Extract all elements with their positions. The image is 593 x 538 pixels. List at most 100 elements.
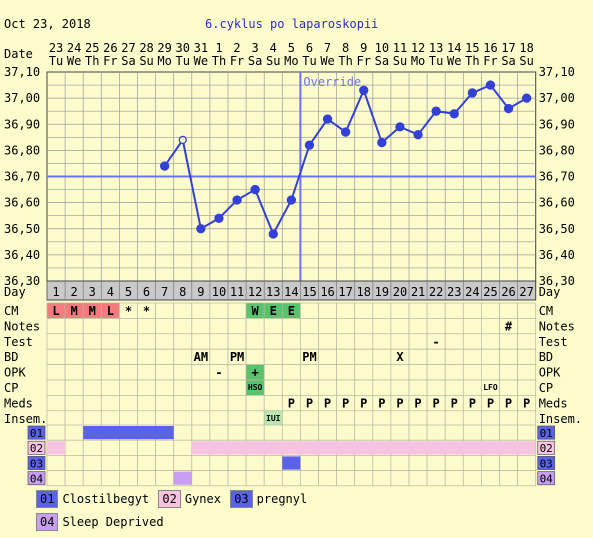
- date-label: 2: [233, 41, 240, 55]
- y-tick-right: 36,30: [539, 274, 575, 288]
- row-cell-test: [318, 333, 337, 350]
- row-cell-meds: [263, 395, 283, 412]
- med-cell: [227, 470, 247, 487]
- med-cell: [408, 470, 428, 487]
- date-label: 29: [157, 41, 171, 55]
- med-cell: [119, 455, 138, 471]
- row-cell-test: [408, 333, 428, 350]
- row-cell-cp: [300, 379, 319, 396]
- date-label: 18: [519, 41, 533, 55]
- row-cell-opk: [137, 364, 156, 381]
- med-cell: [517, 455, 537, 471]
- med-cell: [191, 424, 211, 441]
- row-cell-insem: [281, 410, 301, 427]
- date-label: 24: [67, 41, 81, 55]
- y-tick-left: 37,10: [4, 65, 40, 79]
- med-cell: [499, 470, 518, 487]
- row-cell-test: [155, 333, 175, 350]
- med-cell: [444, 455, 464, 471]
- med-code-label-right: 02: [540, 442, 553, 455]
- row-cell-opk: [263, 364, 283, 381]
- y-tick-right: 36,60: [539, 196, 575, 210]
- row-cell-notes: [372, 318, 392, 335]
- weekday-label: Th: [85, 54, 99, 68]
- weekday-label: Tu: [49, 54, 63, 68]
- row-value-meds: P: [342, 396, 349, 410]
- med-cell: [444, 470, 464, 487]
- y-tick-right: 36,40: [539, 248, 575, 262]
- med-cell: [499, 455, 518, 471]
- row-value-bd: AM: [194, 350, 208, 364]
- row-cell-notes: [46, 318, 66, 335]
- med-code-badge: [27, 440, 46, 455]
- row-cell-cp: [46, 379, 66, 396]
- row-label-right-insem: Insem.: [539, 412, 582, 426]
- med-cell: [372, 424, 392, 441]
- row-cell-insem: [372, 410, 392, 427]
- day-number: 5: [125, 285, 132, 299]
- y-tick-right: 37,10: [539, 65, 575, 79]
- row-cell-test: [46, 333, 66, 350]
- row-cell-insem: [300, 410, 319, 427]
- row-value-opk: +: [252, 366, 259, 380]
- row-cell-notes: [119, 318, 138, 335]
- med-cell: [82, 455, 102, 471]
- weekday-label: Mo: [157, 54, 171, 68]
- med-code-badge: [27, 425, 46, 440]
- legend-code-01: 01: [36, 490, 59, 508]
- row-cell-cm: [318, 302, 337, 319]
- date-label: 30: [176, 41, 190, 55]
- row-cell-notes: [173, 318, 193, 335]
- med-cell: [354, 470, 374, 487]
- y-tick-right: 36,80: [539, 143, 575, 157]
- temperature-point: [340, 127, 351, 137]
- row-value-meds: P: [396, 396, 403, 410]
- med-code-badge-right: [537, 440, 556, 455]
- row-cell-meds: [209, 395, 229, 412]
- med-cell: [462, 424, 482, 441]
- row-cell-cp: [462, 379, 482, 396]
- row-cell-bd: [354, 348, 374, 365]
- row-cell-insem: [209, 410, 229, 427]
- med-cell: [462, 455, 482, 471]
- weekday-label: We: [320, 54, 334, 68]
- med-cell: [155, 470, 175, 487]
- day-number: 12: [248, 285, 262, 299]
- row-cell-opk: [354, 364, 374, 381]
- med-code-badge-right: [537, 425, 556, 440]
- row-label-right-test: Test: [539, 335, 568, 349]
- row-value-meds: P: [487, 396, 494, 410]
- row-cell-notes: [209, 318, 229, 335]
- weekday-label: Sa: [248, 54, 262, 68]
- day-number: 8: [179, 285, 186, 299]
- row-cell-insem: [517, 410, 537, 427]
- temperature-point: [359, 85, 369, 95]
- row-value-meds: P: [306, 396, 313, 410]
- row-cell-bd: [263, 348, 283, 365]
- row-cell-cp: [191, 379, 211, 396]
- med-cell: [318, 455, 337, 471]
- y-tick-left: 37,00: [4, 91, 40, 105]
- med-cell: [408, 424, 428, 441]
- row-cell-notes: [318, 318, 337, 335]
- temperature-point: [304, 140, 315, 150]
- med-code-label: 02: [30, 442, 43, 455]
- date-label: 14: [447, 41, 461, 55]
- med-cell: [426, 455, 446, 471]
- row-cell-bd: [155, 348, 175, 365]
- row-cell-meds: [46, 395, 66, 412]
- med-cell: [155, 439, 175, 456]
- med-cell: [191, 470, 211, 487]
- med-cell: [173, 439, 193, 456]
- weekday-label: Th: [338, 54, 352, 68]
- row-cell-bd: [209, 348, 229, 365]
- row-cell-cp: [372, 379, 392, 396]
- row-value-meds: P: [505, 396, 512, 410]
- row-cell-bd: [499, 348, 518, 365]
- row-cell-notes: [390, 318, 410, 335]
- legend-row-1: 01 Clostilbegyt 02 Gynex 03 pregnyl: [36, 490, 307, 508]
- temperature-point: [250, 184, 260, 195]
- row-label-meds: Meds: [4, 396, 33, 410]
- row-cell-notes: [462, 318, 482, 335]
- row-cell-cp: [119, 379, 138, 396]
